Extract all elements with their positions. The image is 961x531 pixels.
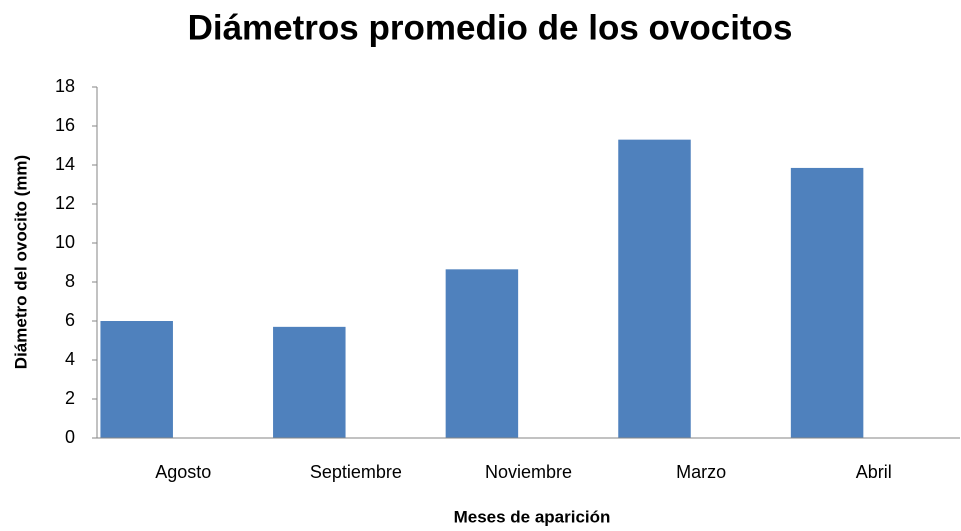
bar (790, 167, 864, 439)
y-tick-label: 8 (65, 271, 75, 291)
x-tick-label: Agosto (155, 462, 211, 482)
x-tick-label: Septiembre (310, 462, 402, 482)
x-tick-label: Noviembre (485, 462, 572, 482)
y-tick-label: 2 (65, 388, 75, 408)
y-tick-label: 6 (65, 310, 75, 330)
x-tick-label: Abril (856, 462, 892, 482)
y-tick-label: 14 (55, 154, 75, 174)
y-tick-label: 16 (55, 115, 75, 135)
bar (618, 139, 691, 438)
x-axis-label: Meses de aparición (454, 507, 611, 526)
y-tick-label: 18 (55, 76, 75, 96)
bar (445, 269, 519, 438)
y-tick-label: 12 (55, 193, 75, 213)
chart-title: Diámetros promedio de los ovocitos (188, 8, 793, 47)
x-tick-label: Marzo (676, 462, 726, 482)
y-tick-label: 0 (65, 427, 75, 447)
bar (273, 326, 346, 438)
y-tick-label: 10 (55, 232, 75, 252)
y-tick-label: 4 (65, 349, 75, 369)
y-axis-label: Diámetro del ovocito (mm) (11, 155, 30, 369)
bar (100, 321, 173, 438)
